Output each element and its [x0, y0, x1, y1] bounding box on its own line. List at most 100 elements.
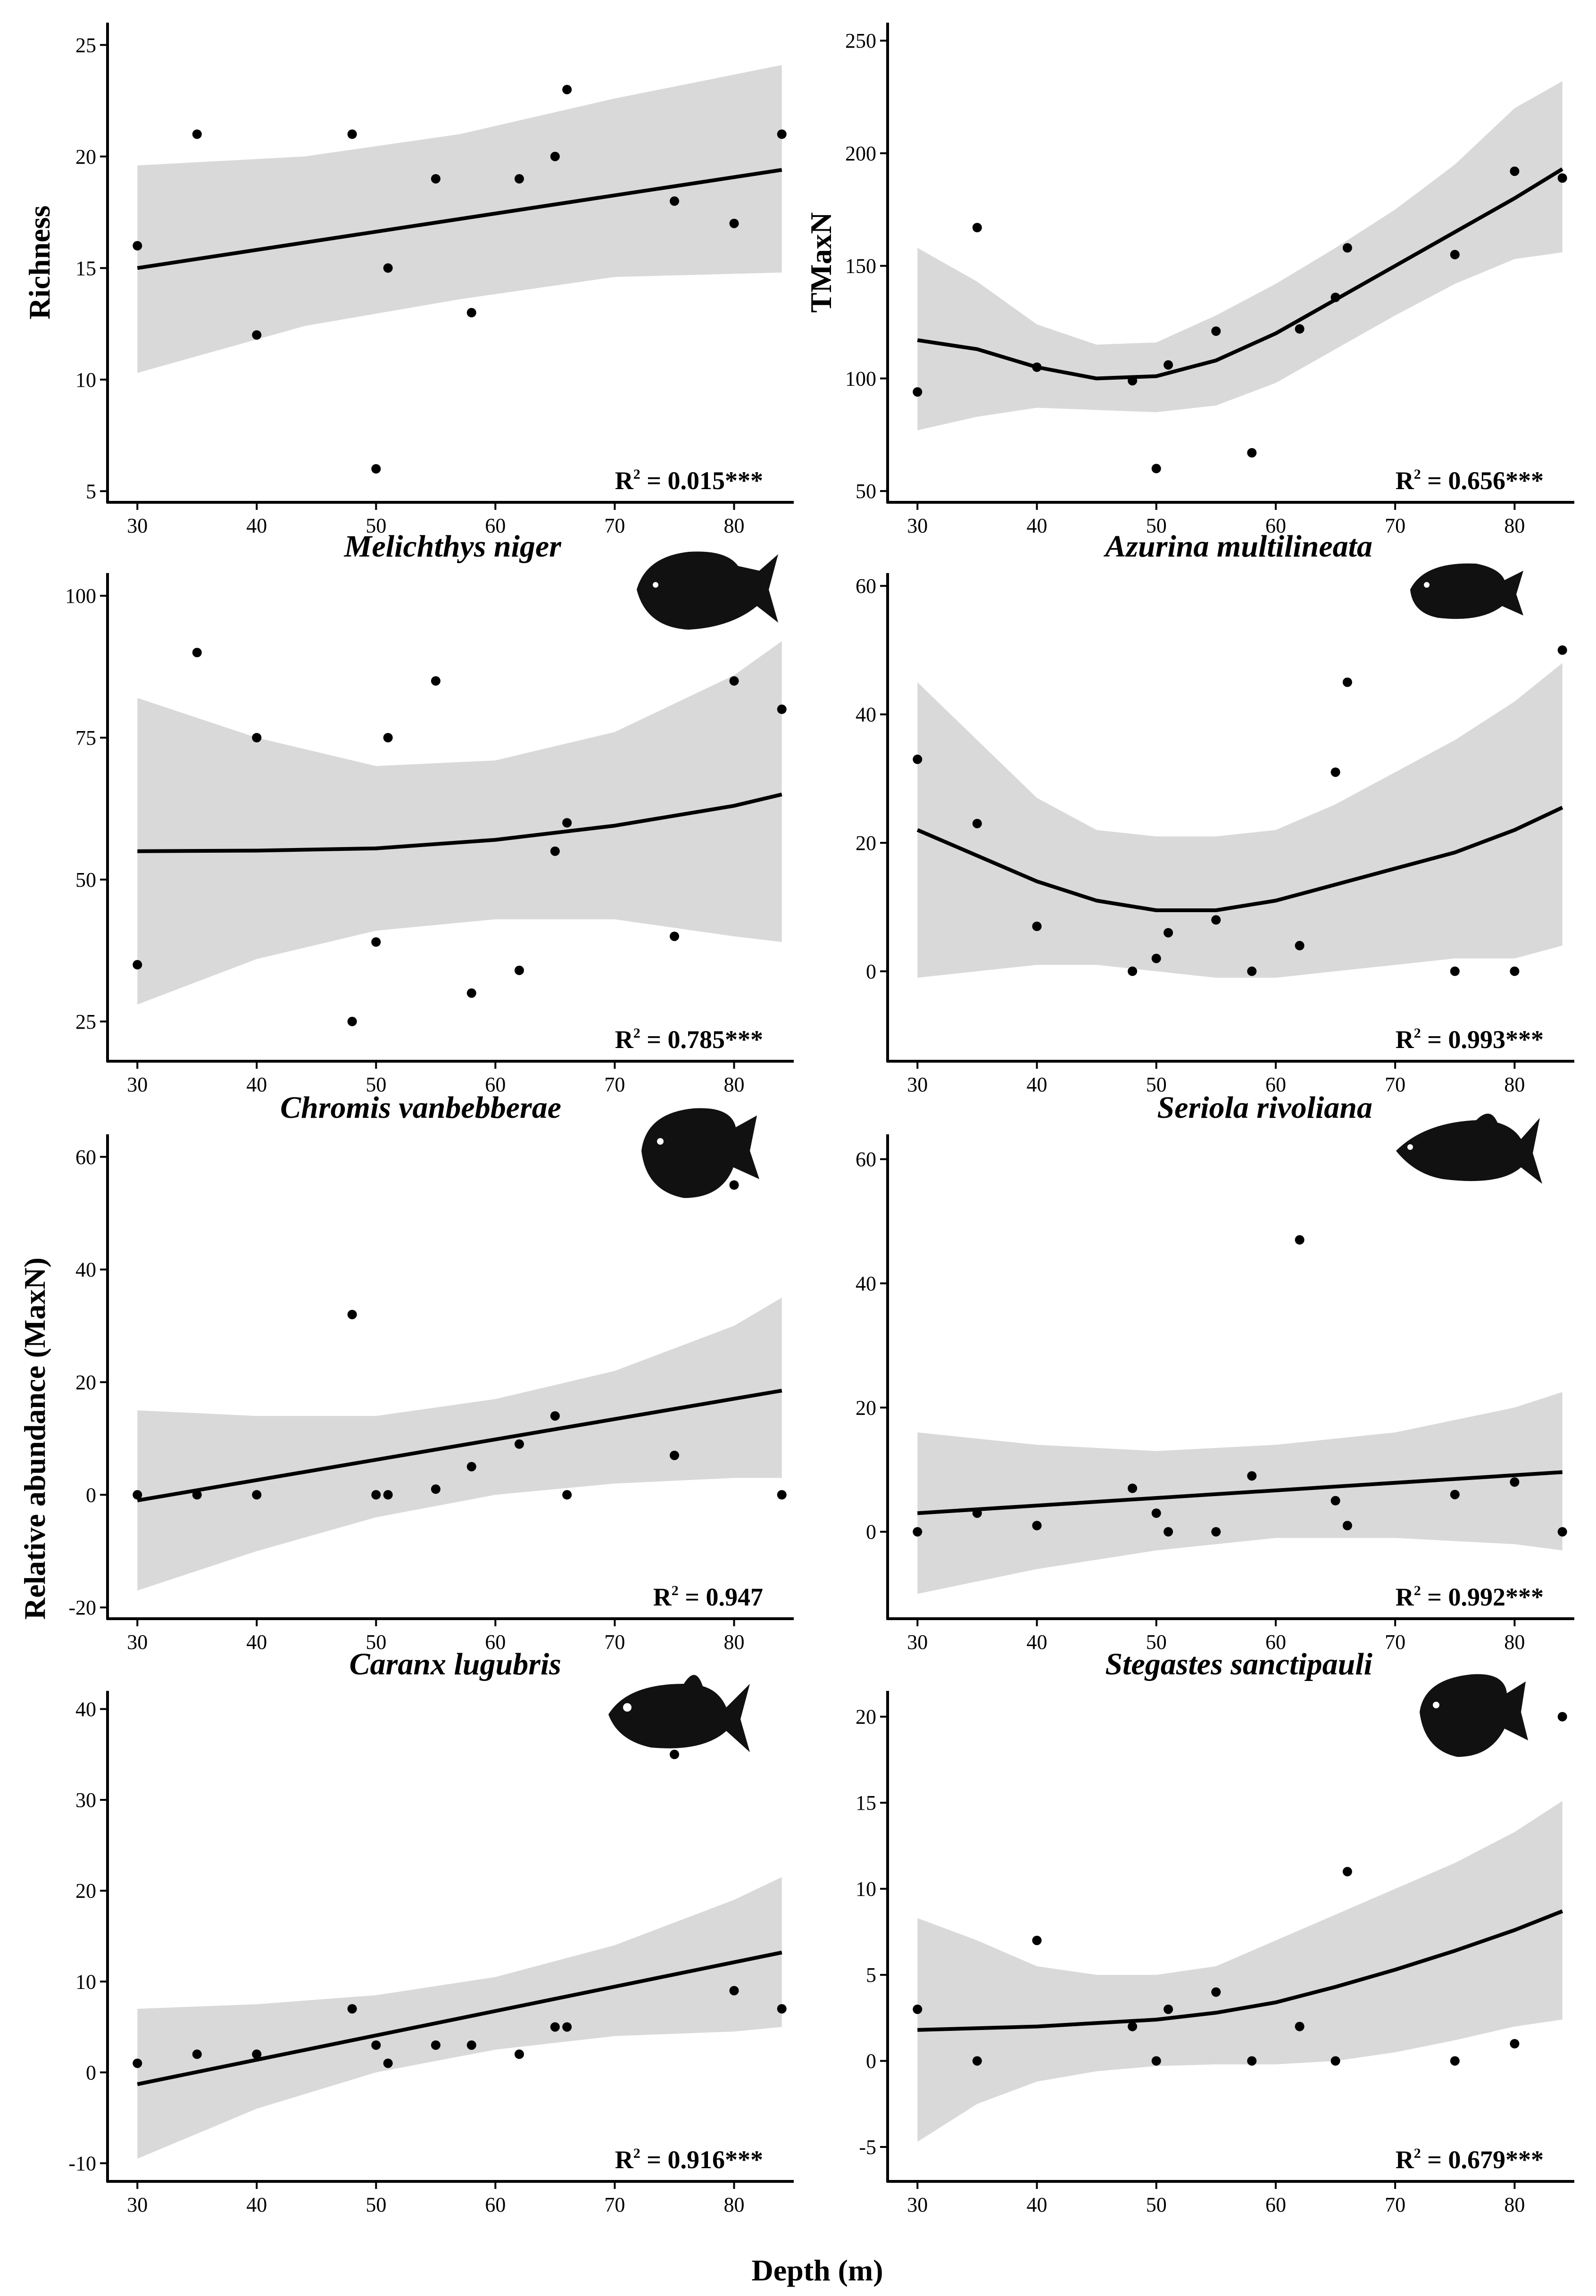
data-point — [371, 2040, 381, 2050]
data-point — [1128, 1483, 1138, 1493]
panel-4: 30 40 50 60 70 80 0 20 40 60 Azurina multilineata R… — [856, 529, 1574, 1096]
confidence-band — [917, 81, 1563, 431]
x-tick-label: 30 — [127, 514, 148, 537]
y-tick-label: 60 — [75, 1146, 96, 1169]
data-point — [550, 846, 560, 856]
species-title: Chromis vanbebberae — [280, 1090, 561, 1125]
y-tick-label: 0 — [86, 2061, 96, 2084]
y-tick-label: 100 — [65, 584, 96, 607]
data-point — [466, 308, 476, 317]
species-title: Caranx lugubris — [349, 1647, 561, 1681]
y-tick-label: 20 — [75, 145, 96, 168]
data-point — [1330, 2056, 1340, 2066]
data-point — [562, 2022, 572, 2032]
chromis-silhouette-icon — [641, 1108, 759, 1198]
data-point — [777, 1490, 787, 1500]
y-tick-label: 40 — [75, 1698, 96, 1721]
species-title: Seriola rivoliana — [1157, 1090, 1372, 1125]
y-tick-label: 40 — [856, 703, 876, 726]
data-point — [466, 1462, 476, 1472]
x-tick-label: 30 — [127, 2193, 148, 2216]
data-point — [192, 1490, 202, 1500]
x-tick-label: 60 — [485, 514, 506, 537]
x-tick-label: 60 — [485, 1630, 506, 1654]
data-point — [1032, 922, 1042, 931]
data-point — [913, 387, 923, 397]
panel-1: 30 40 50 60 70 80 5 10 15 20 25 Richness R2 = 0.015*… — [23, 23, 794, 537]
fit-line — [916, 806, 1563, 912]
x-tick-label: 70 — [604, 1073, 625, 1096]
x-tick-label: 40 — [1027, 1630, 1047, 1654]
r2-annotation: R2 = 0.993*** — [1396, 1025, 1544, 1054]
data-point — [133, 241, 142, 250]
fit-line — [917, 167, 1563, 381]
data-point — [1211, 1987, 1221, 1997]
data-point — [1164, 1527, 1173, 1537]
data-point — [972, 1508, 982, 1518]
confidence-band — [137, 641, 782, 1005]
data-point — [1450, 1489, 1460, 1499]
data-point — [1032, 1936, 1042, 1946]
x-tick-label: 70 — [604, 1630, 625, 1654]
panel-3: 30 40 50 60 70 80 25 50 75 100 Melichthys niger R2 … — [65, 529, 794, 1096]
data-point — [1211, 915, 1221, 925]
data-point — [1510, 1477, 1520, 1487]
y-tick-label: 20 — [75, 1371, 96, 1394]
data-point — [1151, 2056, 1161, 2066]
panel-2: 30 40 50 60 70 80 50 100 150 200 250 TMaxN R2 = 0.65… — [804, 23, 1574, 537]
data-point — [1247, 448, 1257, 458]
data-point — [1032, 362, 1042, 372]
x-tick-label: 30 — [127, 1630, 148, 1654]
data-point — [1247, 2056, 1257, 2066]
x-tick-label: 80 — [723, 1073, 744, 1096]
x-tick-label: 80 — [723, 514, 744, 537]
x-tick-label: 30 — [907, 2193, 928, 2216]
data-point — [550, 1411, 560, 1421]
jack-silhouette-icon — [608, 1675, 750, 1752]
x-tick-label: 50 — [1146, 514, 1167, 537]
r2-annotation: R2 = 0.656*** — [1396, 466, 1544, 495]
species-title: Stegastes sanctipauli — [1105, 1647, 1372, 1681]
x-tick-label: 70 — [1385, 1073, 1405, 1096]
data-point — [777, 129, 787, 139]
data-point — [1330, 292, 1340, 302]
x-tick-label: 80 — [723, 2193, 744, 2216]
data-point — [550, 151, 560, 161]
data-point — [1330, 767, 1340, 777]
y-axis-title: Richness — [23, 206, 56, 320]
fit-line — [137, 792, 782, 853]
data-point — [347, 1310, 357, 1320]
data-point — [515, 174, 524, 184]
y-tick-label: 25 — [75, 33, 96, 57]
shared-xlabel: Depth (m) — [751, 2254, 883, 2287]
x-tick-label: 40 — [1027, 514, 1047, 537]
x-tick-label: 70 — [604, 514, 625, 537]
x-tick-label: 40 — [246, 514, 267, 537]
y-tick-label: 75 — [75, 726, 96, 749]
data-point — [972, 223, 982, 233]
data-point — [431, 174, 441, 184]
fit-line — [137, 168, 782, 270]
x-tick-label: 80 — [1504, 1073, 1525, 1096]
x-tick-label: 50 — [366, 2193, 386, 2216]
y-tick-label: 60 — [856, 1148, 876, 1171]
data-point — [670, 196, 679, 206]
y-tick-label: 60 — [856, 574, 876, 598]
y-tick-label: 40 — [75, 1258, 96, 1281]
fit-line — [917, 1470, 1563, 1515]
panel-8: 30 40 50 60 70 80 -5 0 5 10 15 20 Stegastes sanctipa… — [856, 1647, 1574, 2216]
data-point — [972, 2056, 982, 2066]
data-point — [562, 84, 572, 94]
data-point — [252, 733, 262, 742]
confidence-band — [917, 1801, 1563, 2142]
data-point — [729, 1180, 739, 1190]
data-point — [133, 1490, 142, 1500]
amberjack-silhouette-icon — [1396, 1114, 1542, 1184]
x-tick-label: 50 — [1146, 2193, 1167, 2216]
y-tick-label: 20 — [856, 1705, 876, 1729]
data-point — [133, 960, 142, 970]
data-point — [252, 330, 262, 340]
data-point — [192, 648, 202, 657]
data-point — [1450, 2056, 1460, 2066]
x-tick-label: 70 — [1385, 1630, 1405, 1654]
